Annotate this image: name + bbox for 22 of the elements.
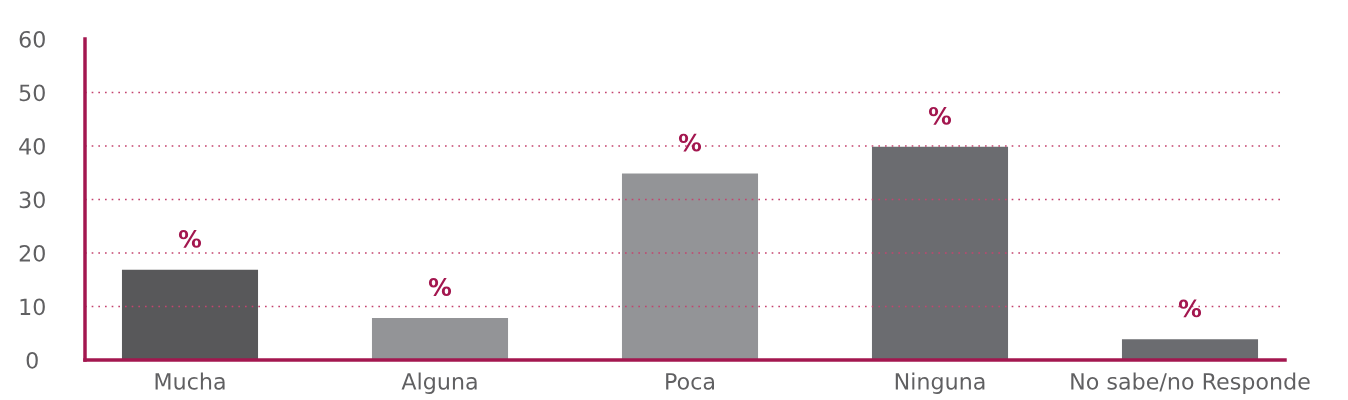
x-tick-label: Ninguna [895,372,985,395]
data-label: % [678,133,702,152]
data-label: % [928,106,952,125]
data-label: % [428,278,452,296]
bar [870,145,1010,360]
y-tick-label: 50 [19,84,45,102]
x-tick-label: Mucha [155,372,225,390]
data-label: % [1178,299,1202,318]
bar [120,268,260,360]
y-tick-label: 40 [19,137,45,155]
x-tick-label: Alguna [401,372,477,395]
bar [370,316,510,360]
bar [620,172,760,360]
x-tick-label: No sabe/no Responde [1071,372,1310,395]
y-tick-label: 30 [19,191,45,209]
data-label: % [178,229,202,248]
y-tick-label: 20 [19,244,45,262]
y-tick-label: 10 [20,298,45,316]
bar [1120,337,1260,360]
x-tick-label: Poca [666,373,714,390]
y-tick-label: 0 [26,351,38,369]
y-tick-label: 60 [19,30,45,48]
